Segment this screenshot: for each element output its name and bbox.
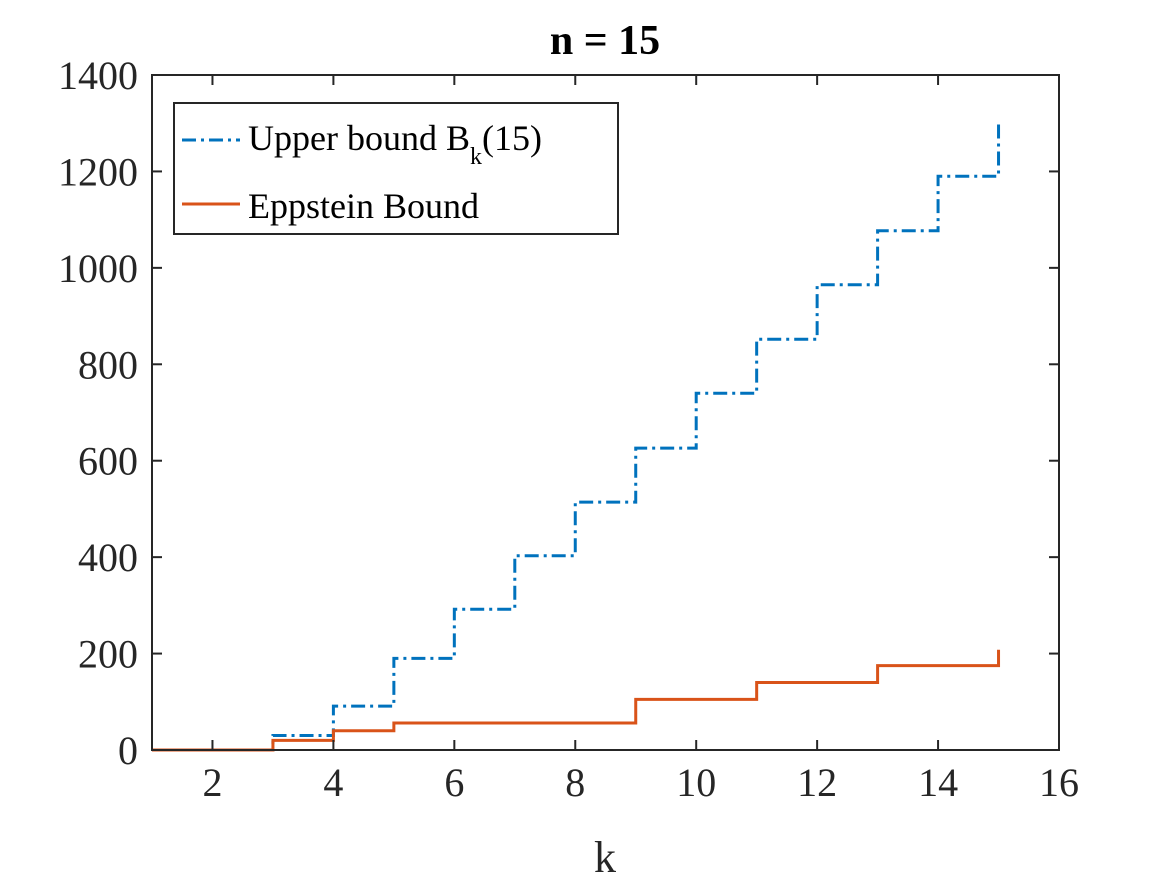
ticks-layer: 2 4 6 8 10 12 14 16 0 200 400 600 800 1000 1200 1400 — [58, 53, 1079, 805]
y-tick-label: 1000 — [58, 246, 138, 291]
y-tick-label: 600 — [78, 439, 138, 484]
y-tick-label: 400 — [78, 535, 138, 580]
x-tick-label: 14 — [918, 760, 958, 805]
legend-label-upper-bound-subscript: k — [470, 144, 482, 170]
series-line-eppstein-bound — [152, 649, 1001, 752]
series-layer — [152, 123, 1001, 752]
y-tick-label: 0 — [118, 728, 138, 773]
plot-area-frame — [151, 74, 1060, 751]
x-tick-label: 8 — [565, 760, 585, 805]
x-axis-label: k — [594, 833, 616, 882]
x-tick-label: 4 — [323, 760, 343, 805]
x-tick-label: 16 — [1039, 760, 1079, 805]
x-tick-label: 6 — [444, 760, 464, 805]
y-tick-label: 200 — [78, 632, 138, 677]
legend-label-upper-bound-main: Upper bound B — [248, 118, 470, 158]
legend-label-eppstein-bound: Eppstein Bound — [248, 186, 479, 226]
series-line-upper-bound — [152, 123, 1001, 752]
legend-box — [173, 102, 619, 235]
y-tick-label: 800 — [78, 342, 138, 387]
x-tick-label: 12 — [797, 760, 837, 805]
x-tick-label: 10 — [676, 760, 716, 805]
legend-label-upper-bound-tail: (15) — [482, 118, 542, 158]
chart-title: n = 15 — [550, 18, 660, 64]
legend-label-upper-bound: Upper bound Bk(15) — [248, 118, 542, 170]
y-tick-label: 1400 — [58, 53, 138, 98]
x-tick-label: 2 — [202, 760, 222, 805]
legend: Upper bound Bk(15) Eppstein Bound — [173, 102, 619, 235]
y-tick-label: 1200 — [58, 149, 138, 194]
